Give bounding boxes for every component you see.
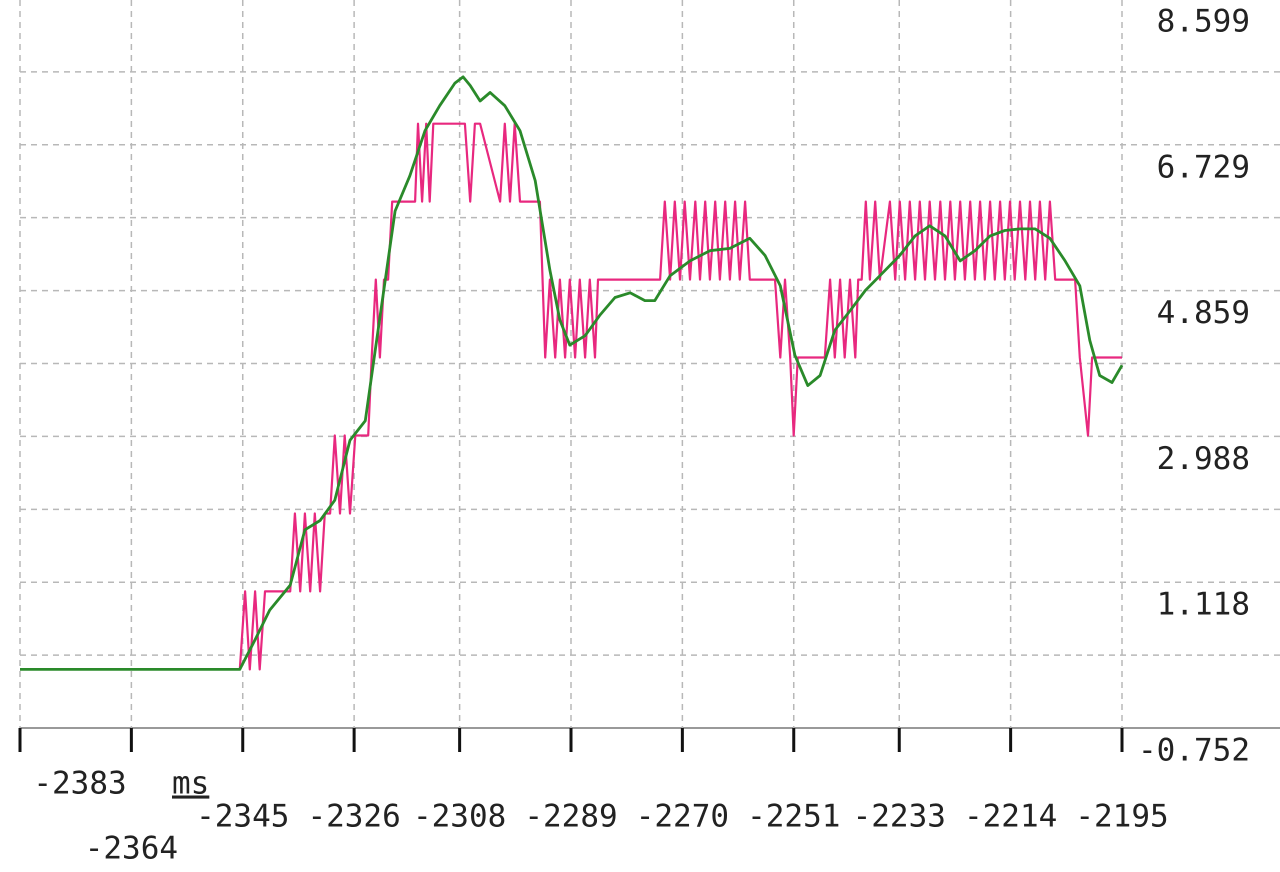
y-tick-label: 4.859 <box>1157 295 1250 331</box>
y-tick-label: 1.118 <box>1157 587 1250 623</box>
x-tick-label: -2214 <box>964 799 1057 835</box>
x-axis-label: ms <box>172 766 209 802</box>
x-tick-label: -2289 <box>524 799 617 835</box>
series-line <box>20 75 1124 671</box>
x-tick-label: -2308 <box>413 799 506 835</box>
x-tick-label: -2364 <box>85 831 178 867</box>
x-tick-label: -2383 <box>33 766 126 802</box>
y-tick-label: -0.752 <box>1138 733 1250 769</box>
y-tick-label: 2.988 <box>1157 441 1250 477</box>
x-tick-label: -2251 <box>747 799 840 835</box>
x-tick-label: -2270 <box>636 799 729 835</box>
y-tick-label: 8.599 <box>1157 4 1250 40</box>
x-tick-label: -2345 <box>196 799 289 835</box>
y-tick-label: 6.729 <box>1157 149 1250 185</box>
x-tick-label: -2195 <box>1075 799 1168 835</box>
x-tick-label: -2233 <box>853 799 946 835</box>
series-line <box>20 122 1122 671</box>
x-tick-label: -2326 <box>307 799 400 835</box>
